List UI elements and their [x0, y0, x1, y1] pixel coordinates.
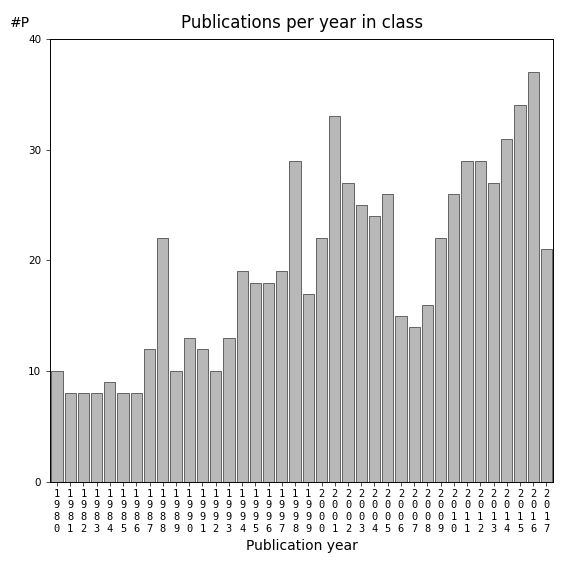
- Bar: [475, 161, 486, 482]
- Bar: [303, 294, 314, 482]
- Bar: [210, 371, 221, 482]
- Bar: [184, 338, 195, 482]
- Bar: [514, 105, 526, 482]
- Bar: [91, 393, 102, 482]
- Bar: [171, 371, 181, 482]
- Bar: [290, 161, 301, 482]
- Bar: [250, 282, 261, 482]
- Bar: [117, 393, 129, 482]
- Bar: [541, 249, 552, 482]
- Bar: [263, 282, 274, 482]
- Bar: [78, 393, 89, 482]
- Bar: [197, 349, 208, 482]
- Bar: [356, 205, 367, 482]
- Bar: [131, 393, 142, 482]
- Bar: [501, 139, 513, 482]
- Bar: [369, 216, 380, 482]
- Bar: [223, 338, 235, 482]
- Y-axis label: #P: #P: [10, 16, 30, 30]
- Bar: [342, 183, 354, 482]
- Bar: [409, 327, 420, 482]
- Bar: [462, 161, 473, 482]
- X-axis label: Publication year: Publication year: [246, 539, 358, 553]
- Bar: [157, 238, 168, 482]
- Bar: [422, 304, 433, 482]
- Bar: [382, 194, 393, 482]
- Bar: [236, 272, 248, 482]
- Bar: [51, 371, 62, 482]
- Bar: [448, 194, 459, 482]
- Bar: [528, 72, 539, 482]
- Bar: [488, 183, 499, 482]
- Bar: [395, 316, 407, 482]
- Bar: [435, 238, 446, 482]
- Title: Publications per year in class: Publications per year in class: [181, 14, 423, 32]
- Bar: [329, 116, 340, 482]
- Bar: [65, 393, 76, 482]
- Bar: [276, 272, 287, 482]
- Bar: [104, 382, 116, 482]
- Bar: [144, 349, 155, 482]
- Bar: [316, 238, 327, 482]
